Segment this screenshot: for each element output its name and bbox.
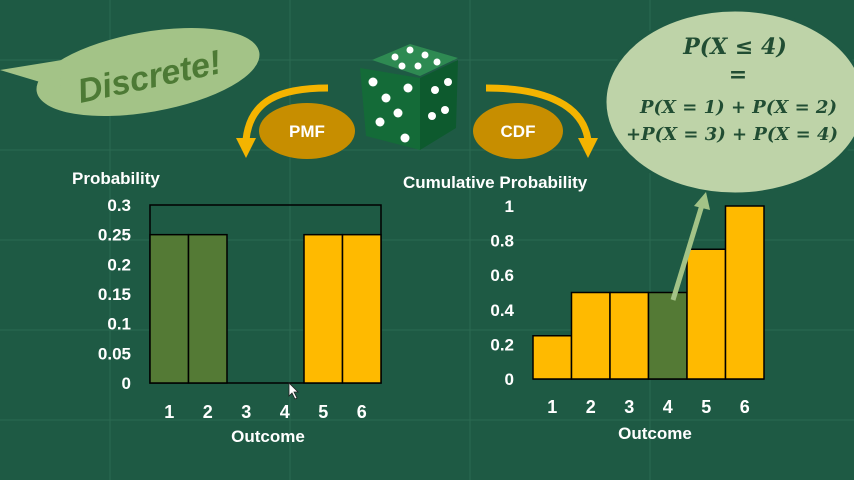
cdf-x-tick-label: 3	[624, 397, 634, 417]
pmf-x-tick-label: 5	[318, 402, 328, 422]
pmf-bar-5	[303, 233, 344, 384]
cdf-x-tick-label: 4	[663, 397, 673, 417]
cdf-y-tick-label: 0.8	[490, 232, 514, 251]
cdf-y-tick-label: 0.4	[490, 301, 514, 320]
pmf-x-tick-label: 3	[241, 402, 251, 422]
cdf-bar-6	[724, 205, 765, 380]
cdf-bar-5	[686, 248, 727, 380]
cdf-arrow	[485, 84, 598, 158]
cdf-x-tick-label: 5	[701, 397, 711, 417]
pointer-arrow	[670, 192, 710, 301]
pmf-x-axis-title: Outcome	[231, 427, 305, 446]
pmf-x-tick-label: 6	[357, 402, 367, 422]
cdf-chart: 0 0.2 0.4 0.6 0.8 1 1 2 3 4 5 6 Cumulative Probabili…	[403, 173, 765, 443]
pmf-badge: PMF	[259, 103, 355, 159]
pmf-y-axis-title: Probability	[72, 169, 160, 188]
cdf-y-axis-title: Cumulative Probability	[403, 173, 588, 192]
cdf-y-tick-label: 0.2	[490, 335, 514, 354]
mouse-cursor-icon	[288, 382, 299, 400]
cdf-label: CDF	[501, 122, 536, 141]
formula-line-4: +P(X = 3) + P(X = 4)	[626, 124, 838, 145]
cdf-bar-1	[532, 335, 573, 380]
cdf-x-tick-label: 2	[586, 397, 596, 417]
cdf-x-tick-label: 1	[547, 397, 557, 417]
pmf-y-tick-label: 0	[122, 374, 131, 393]
formula-line-3: P(X = 1) + P(X = 2)	[639, 97, 837, 118]
cdf-y-tick-label: 0	[505, 370, 514, 389]
pmf-y-tick-label: 0.2	[107, 255, 131, 274]
formula-bubble: P(X ≤ 4) = P(X = 1) + P(X = 2) +P(X = 3)…	[603, 8, 854, 196]
formula-line-2: =	[729, 62, 747, 88]
pmf-x-tick-label: 1	[164, 402, 174, 422]
pmf-bar-6	[341, 233, 382, 384]
cdf-bar-3	[609, 291, 650, 380]
dice-icon	[360, 44, 458, 150]
pmf-chart: 0 0.05 0.1 0.15 0.2 0.25 0.3 1 2 3 4 5 6 Probability O…	[72, 169, 382, 446]
cdf-y-tick-label: 0.6	[490, 266, 514, 285]
discrete-speech-bubble: Discrete!	[0, 27, 260, 117]
pmf-y-tick-label: 0.25	[98, 226, 131, 245]
pmf-y-tick-label: 0.1	[107, 315, 131, 334]
cdf-bar-2	[570, 291, 611, 380]
pmf-y-tick-label: 0.3	[107, 196, 131, 215]
pmf-x-tick-label: 4	[280, 402, 290, 422]
pmf-y-tick-label: 0.05	[98, 344, 131, 363]
pmf-label: PMF	[289, 122, 325, 141]
pmf-x-tick-label: 2	[203, 402, 213, 422]
pmf-bar-2	[187, 233, 228, 384]
cdf-badge: CDF	[473, 103, 563, 159]
pmf-bar-1	[149, 233, 190, 384]
cdf-y-tick-label: 1	[505, 197, 514, 216]
pmf-arrow	[236, 84, 329, 158]
cdf-bar-4	[647, 291, 688, 380]
cdf-x-tick-label: 6	[740, 397, 750, 417]
pmf-y-tick-label: 0.15	[98, 285, 131, 304]
cdf-x-axis-title: Outcome	[618, 424, 692, 443]
formula-line-1: P(X ≤ 4)	[682, 34, 787, 60]
